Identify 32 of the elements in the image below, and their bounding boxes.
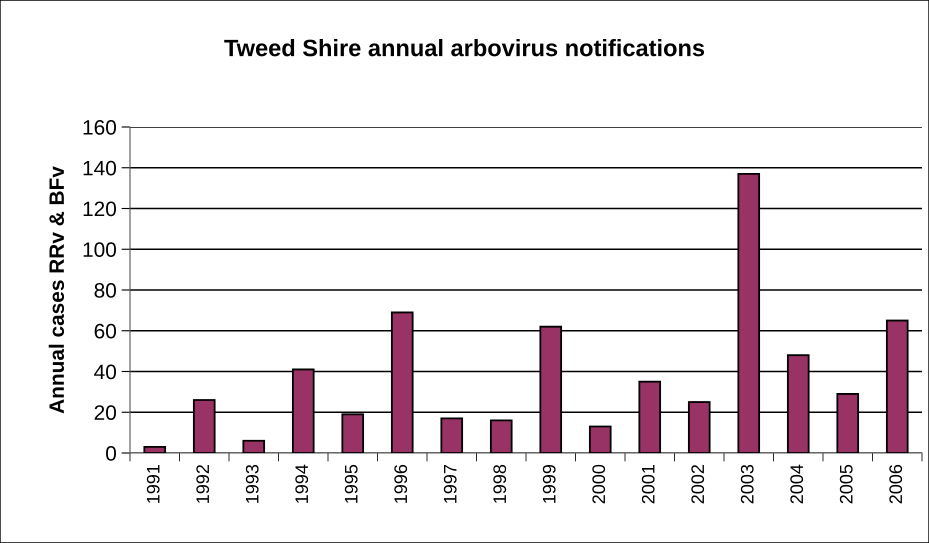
x-tick-label: 1997 — [444, 465, 457, 503]
x-tick-label: 2003 — [740, 464, 754, 504]
y-tick-label: 0 — [106, 446, 116, 461]
x-tick-label: 1998 — [493, 464, 506, 503]
x-tick-label: 1992 — [196, 465, 210, 503]
x-tick-label: 1996 — [394, 464, 408, 503]
x-tick-label: 2005 — [840, 464, 853, 504]
y-tick-label: 120 — [84, 202, 116, 216]
x-tick-label: 2004 — [790, 464, 804, 504]
y-tick-label: 60 — [94, 324, 116, 339]
bar — [588, 426, 612, 453]
y-tick-label: 100 — [84, 242, 116, 258]
x-tick-label: 1993 — [246, 464, 259, 503]
x-tick-label: 2006 — [889, 464, 902, 504]
x-tick-label: 1995 — [344, 464, 358, 503]
x-tick-label: 2002 — [691, 465, 704, 504]
y-tick-label: 160 — [84, 120, 116, 135]
x-tick-label: 1994 — [295, 464, 308, 503]
bar — [440, 417, 464, 453]
x-tick-label: 1999 — [542, 464, 556, 503]
bar — [490, 419, 513, 453]
chart-title: Tweed Shire annual arbovirus notifications — [224, 38, 704, 56]
y-tick-label: 140 — [84, 160, 116, 176]
y-tick-label: 80 — [94, 283, 116, 298]
y-tick-label: 40 — [94, 364, 116, 380]
x-tick-label: 1991 — [146, 464, 160, 503]
bar — [143, 446, 166, 453]
bar — [242, 440, 266, 453]
x-tick-label: 2000 — [592, 464, 606, 504]
y-tick-label: 20 — [94, 405, 116, 420]
x-tick-label: 2001 — [642, 464, 655, 504]
y-axis-title: Annual cases RRv & BFv — [48, 166, 64, 414]
